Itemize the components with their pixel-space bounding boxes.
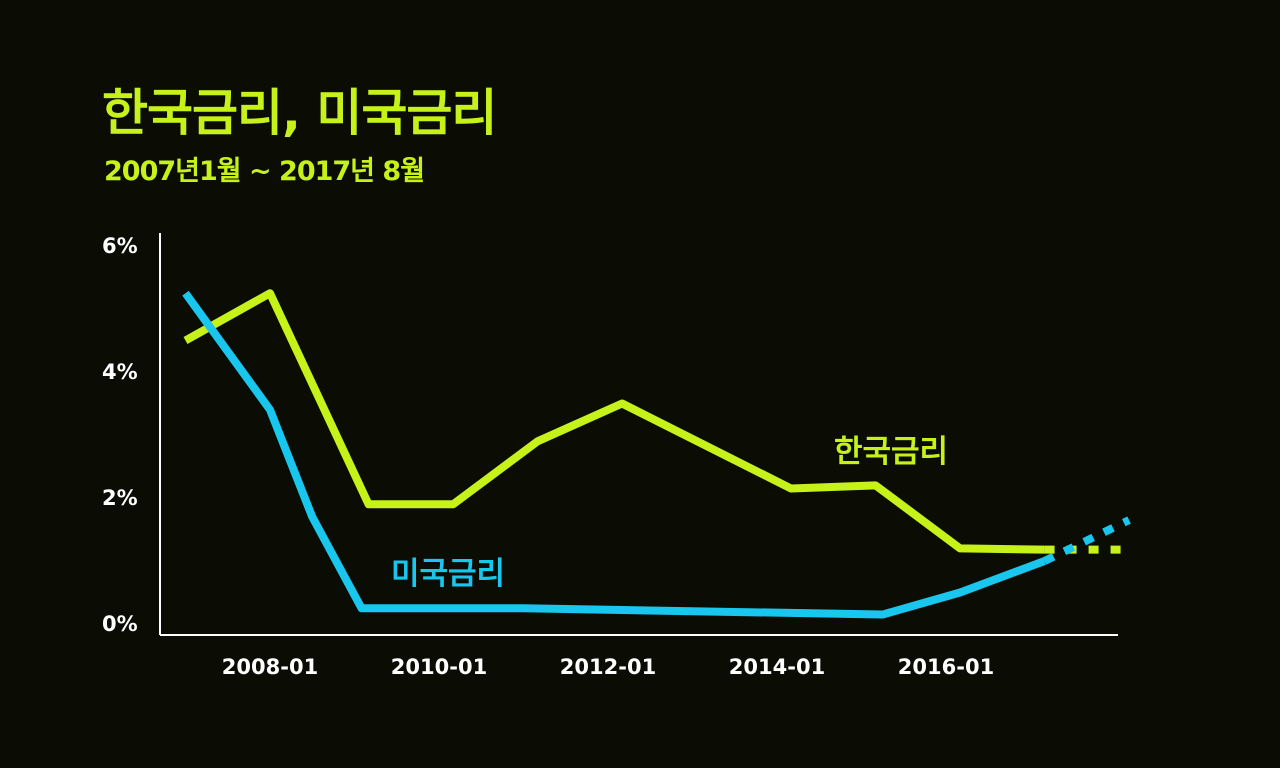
y-tick-label: 2% <box>102 486 138 510</box>
series-line-1 <box>182 290 1046 619</box>
x-tick-label: 2008-01 <box>222 655 318 679</box>
y-tick-label: 6% <box>102 234 138 258</box>
chart-title: 한국금리, 미국금리 <box>102 84 497 142</box>
x-tick-label: 2016-01 <box>898 655 994 679</box>
series-label-us: 미국금리 <box>391 556 505 592</box>
chart-subtitle: 2007년1월 ~ 2017년 8월 <box>104 156 425 187</box>
y-tick-label: 0% <box>102 612 138 636</box>
x-tick-label: 2014-01 <box>729 655 825 679</box>
series-label-korea: 한국금리 <box>834 434 948 470</box>
series-projection-1 <box>1042 516 1131 565</box>
series-line-0 <box>183 289 1045 554</box>
x-tick-label: 2010-01 <box>391 655 487 679</box>
x-tick-label: 2012-01 <box>560 655 656 679</box>
y-tick-label: 4% <box>102 360 138 384</box>
